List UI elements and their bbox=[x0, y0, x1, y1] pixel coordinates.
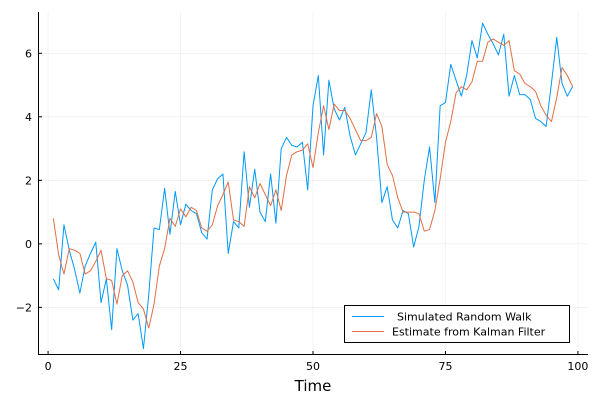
legend-label-kalman-estimate: Estimate from Kalman Filter bbox=[392, 326, 546, 339]
y-tick-label: 2 bbox=[25, 174, 32, 187]
y-axis-ticks: −2 0 2 4 6 bbox=[16, 47, 42, 314]
y-tick-label: 4 bbox=[25, 111, 32, 124]
legend: Simulated Random Walk Estimate from Kalm… bbox=[344, 305, 570, 343]
series-group bbox=[52, 22, 574, 350]
x-axis-ticks: 0 25 50 75 100 bbox=[45, 351, 588, 373]
x-axis-title: Time bbox=[294, 377, 332, 395]
x-tick-label: 100 bbox=[567, 360, 588, 373]
legend-box bbox=[344, 305, 570, 343]
y-tick-label: 6 bbox=[25, 47, 32, 60]
x-tick-label: 75 bbox=[438, 360, 452, 373]
x-tick-label: 25 bbox=[174, 360, 188, 373]
x-tick-label: 0 bbox=[45, 360, 52, 373]
legend-label-random-walk: Simulated Random Walk bbox=[397, 311, 532, 324]
y-tick-label: −2 bbox=[16, 301, 32, 314]
x-grid bbox=[47, 12, 579, 355]
random-walk-series-line bbox=[52, 22, 574, 350]
y-tick-label: 0 bbox=[25, 238, 32, 251]
x-tick-label: 50 bbox=[306, 360, 320, 373]
kalman-estimate-series-line bbox=[52, 38, 574, 329]
